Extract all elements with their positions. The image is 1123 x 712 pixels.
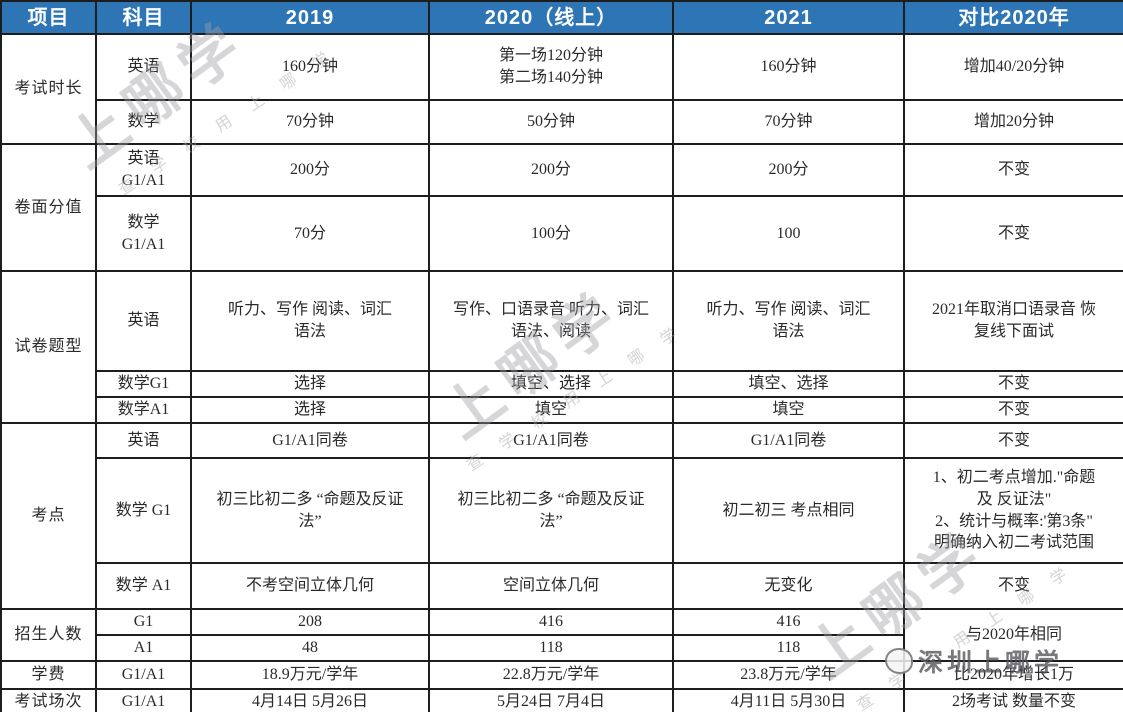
cell-vs2020: 1、初二考点增加."命题 及 反证法" 2、统计与概率:'第3条" 明确纳入初二… — [903, 457, 1123, 564]
cell-2021: 无变化 — [672, 562, 905, 610]
cell-vs2020: 不变 — [903, 396, 1123, 424]
cell-item-score: 卷面分值 — [0, 143, 97, 272]
cell-subject: 数学A1 — [95, 396, 192, 424]
cell-2020: 空间立体几何 — [428, 562, 674, 610]
cell-2019: G1/A1同卷 — [190, 422, 430, 459]
cell-item-exam-points: 考点 — [0, 422, 97, 610]
cell-2019: 4月14日 5月26日 — [190, 687, 430, 712]
cell-2021: 填空 — [672, 396, 905, 424]
cell-subject: G1/A1 — [95, 659, 192, 690]
cell-subject: 数学 A1 — [95, 562, 192, 610]
cell-vs2020: 2场考试 数量不变 — [903, 687, 1123, 712]
cell-2019: 选择 — [190, 370, 430, 398]
cell-subject: 数学 G1/A1 — [95, 195, 192, 272]
cell-vs2020: 增加20分钟 — [903, 99, 1123, 145]
row-types-math-g1: 数学G1 选择 填空、选择 填空、选择 不变 — [1, 370, 1123, 398]
column-header-subject: 科目 — [95, 0, 192, 35]
cell-2021: 初二初三 考点相同 — [672, 457, 905, 564]
cell-2020: 200分 — [428, 143, 674, 197]
cell-2020: 第一场120分钟 第二场140分钟 — [428, 33, 674, 101]
cell-2019: 208 — [190, 608, 430, 636]
cell-2021: 200分 — [672, 143, 905, 197]
cell-2020: 22.8万元/学年 — [428, 659, 674, 690]
column-header-2021: 2021 — [672, 0, 905, 35]
cell-item-duration: 考试时长 — [0, 33, 97, 145]
cell-2021: 416 — [672, 608, 905, 636]
cell-2021: 100 — [672, 195, 905, 272]
cell-subject: 数学 G1 — [95, 457, 192, 564]
cell-2019: 48 — [190, 634, 430, 662]
row-enrollment-g1: 招生人数 G1 208 416 416 与2020年相同 — [0, 608, 1123, 662]
cell-2020: 118 — [428, 634, 674, 662]
cell-subject: 英语 — [95, 422, 192, 459]
cell-item-enrollment: 招生人数 — [0, 608, 97, 662]
cell-subject: 英语 — [95, 270, 192, 372]
cell-2021: 118 — [672, 634, 905, 662]
cell-2021: 160分钟 — [672, 33, 905, 101]
cell-vs2020: 增加40/20分钟 — [903, 33, 1123, 101]
row-duration-english: 考试时长 英语 160分钟 第一场120分钟 第二场140分钟 160分钟 增加… — [0, 33, 1123, 145]
cell-vs2020: 不变 — [903, 195, 1123, 272]
cell-2019: 160分钟 — [190, 33, 430, 101]
cell-2019: 70分钟 — [190, 99, 430, 145]
column-header-vs-2020: 对比2020年 — [903, 0, 1123, 35]
column-header-2020-online: 2020（线上） — [428, 0, 674, 35]
cell-2020: 填空、选择 — [428, 370, 674, 398]
cell-vs2020: 不变 — [903, 370, 1123, 398]
cell-subject: G1 — [95, 608, 192, 636]
cell-2021: 70分钟 — [672, 99, 905, 145]
cell-2019: 选择 — [190, 396, 430, 424]
cell-vs2020: 2021年取消口语录音 恢 复线下面试 — [903, 270, 1123, 372]
row-duration-math: 数学 70分钟 50分钟 70分钟 增加20分钟 — [1, 99, 1123, 145]
cell-2021: G1/A1同卷 — [672, 422, 905, 459]
cell-2019: 不考空间立体几何 — [190, 562, 430, 610]
cell-item-tuition: 学费 — [0, 659, 97, 690]
cell-subject: 英语 G1/A1 — [95, 143, 192, 197]
column-header-item: 项目 — [0, 0, 97, 35]
cell-2020: G1/A1同卷 — [428, 422, 674, 459]
cell-subject: 英语 — [95, 33, 192, 101]
row-points-math-a1: 数学 A1 不考空间立体几何 空间立体几何 无变化 不变 — [1, 562, 1123, 610]
row-score-english: 卷面分值 英语 G1/A1 200分 200分 200分 不变 — [0, 143, 1123, 272]
cell-2021: 23.8万元/学年 — [672, 659, 905, 690]
row-points-math-g1: 数学 G1 初三比初二多 “命题及反证 法” 初三比初二多 “命题及反证 法” … — [1, 457, 1123, 564]
cell-2021: 听力、写作 阅读、词汇 语法 — [672, 270, 905, 372]
cell-vs2020: 不变 — [903, 562, 1123, 610]
row-types-english: 试卷题型 英语 听力、写作 阅读、词汇 语法 写作、口语录音 听力、词汇 语法、… — [0, 270, 1123, 424]
cell-2020: 5月24日 7月4日 — [428, 687, 674, 712]
cell-2019: 70分 — [190, 195, 430, 272]
cell-item-question-types: 试卷题型 — [0, 270, 97, 424]
row-points-english: 考点 英语 G1/A1同卷 G1/A1同卷 G1/A1同卷 不变 — [0, 422, 1123, 610]
row-score-math: 数学 G1/A1 70分 100分 100 不变 — [1, 195, 1123, 272]
cell-subject: G1/A1 — [95, 687, 192, 712]
cell-2019: 听力、写作 阅读、词汇 语法 — [190, 270, 430, 372]
cell-2020: 填空 — [428, 396, 674, 424]
row-types-math-a1: 数学A1 选择 填空 填空 不变 — [1, 396, 1123, 424]
header-row: 项目 科目 2019 2020（线上） 2021 对比2020年 — [0, 0, 1123, 35]
row-tuition: 学费 G1/A1 18.9万元/学年 22.8万元/学年 23.8万元/学年 比… — [0, 659, 1123, 690]
cell-2019: 200分 — [190, 143, 430, 197]
cell-2020: 416 — [428, 608, 674, 636]
cell-item-exam-sessions: 考试场次 — [0, 687, 97, 712]
cell-subject: 数学 — [95, 99, 192, 145]
cell-2019: 18.9万元/学年 — [190, 659, 430, 690]
column-header-2019: 2019 — [190, 0, 430, 35]
cell-2021: 4月11日 5月30日 — [672, 687, 905, 712]
cell-subject: A1 — [95, 634, 192, 662]
cell-2020: 50分钟 — [428, 99, 674, 145]
cell-2020: 100分 — [428, 195, 674, 272]
cell-vs2020: 不变 — [903, 143, 1123, 197]
cell-2021: 填空、选择 — [672, 370, 905, 398]
row-exam-sessions: 考试场次 G1/A1 4月14日 5月26日 5月24日 7月4日 4月11日 … — [0, 687, 1123, 712]
cell-2019: 初三比初二多 “命题及反证 法” — [190, 457, 430, 564]
cell-2020: 写作、口语录音 听力、词汇 语法、阅读 — [428, 270, 674, 372]
cell-vs2020: 比2020年增长1万 — [903, 659, 1123, 690]
cell-2020: 初三比初二多 “命题及反证 法” — [428, 457, 674, 564]
cell-vs2020: 不变 — [903, 422, 1123, 459]
cell-subject: 数学G1 — [95, 370, 192, 398]
cell-vs2020-merged: 与2020年相同 — [903, 608, 1123, 662]
